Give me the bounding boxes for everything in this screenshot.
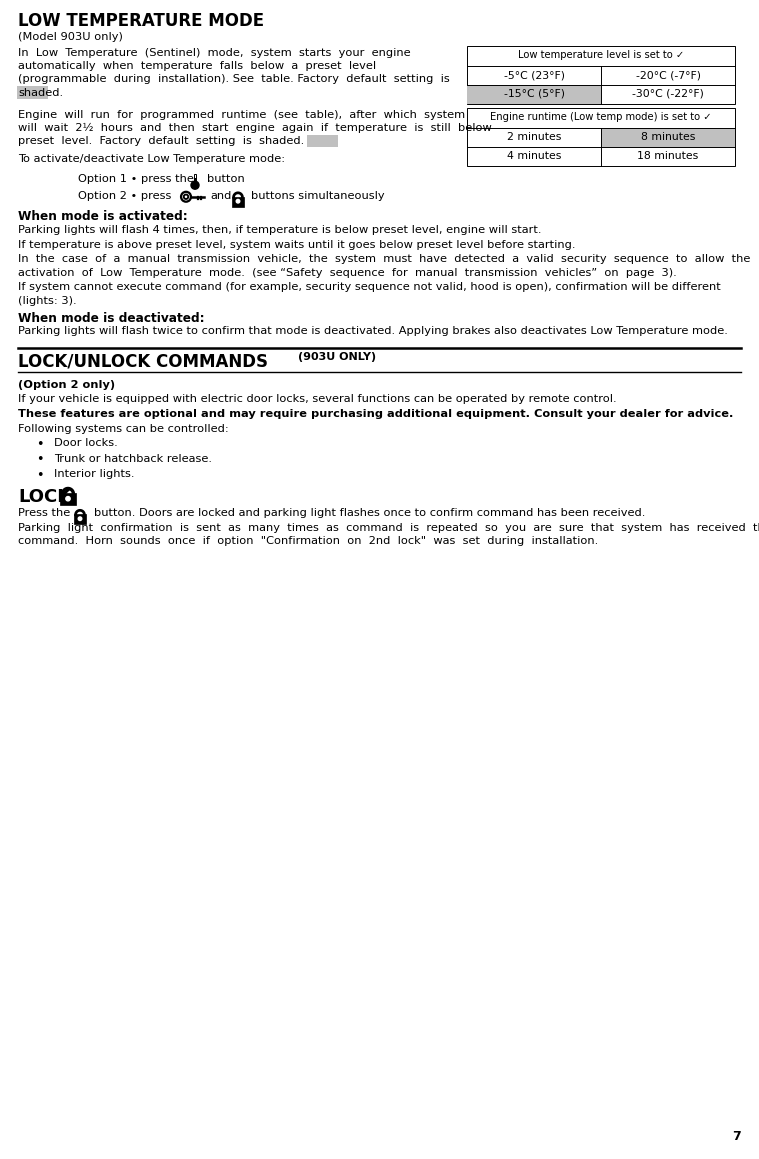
Text: button: button [207, 174, 244, 183]
Text: preset  level.  Factory  default  setting  is  shaded.: preset level. Factory default setting is… [18, 137, 304, 146]
Text: If system cannot execute command (for example, security sequence not valid, hood: If system cannot execute command (for ex… [18, 282, 721, 292]
Text: •: • [36, 438, 43, 451]
Text: (programmable  during  installation). See  table. Factory  default  setting  is: (programmable during installation). See … [18, 74, 450, 85]
Text: Door locks.: Door locks. [54, 438, 118, 449]
Text: -30°C (-22°F): -30°C (-22°F) [632, 89, 704, 99]
Circle shape [236, 199, 240, 203]
Text: 7: 7 [732, 1130, 741, 1143]
Bar [307, 134, 338, 147]
Bar [467, 108, 735, 166]
Circle shape [191, 181, 199, 189]
Bar [467, 45, 735, 103]
Text: 18 minutes: 18 minutes [638, 151, 698, 161]
Text: (lights: 3).: (lights: 3). [18, 296, 77, 306]
Text: -5°C (23°F): -5°C (23°F) [503, 70, 565, 80]
Text: To activate/deactivate Low Temperature mode:: To activate/deactivate Low Temperature m… [18, 154, 285, 165]
Circle shape [66, 496, 70, 501]
Text: Option 1 • press the: Option 1 • press the [78, 174, 194, 183]
Text: Parking lights will flash 4 times, then, if temperature is below preset level, e: Parking lights will flash 4 times, then,… [18, 225, 541, 235]
Text: and: and [210, 191, 231, 201]
Text: Engine runtime (Low temp mode) is set to ✓: Engine runtime (Low temp mode) is set to… [490, 112, 712, 123]
Text: When mode is activated:: When mode is activated: [18, 211, 187, 224]
Bar [74, 515, 87, 524]
Text: will  wait  2½  hours  and  then  start  engine  again  if  temperature  is  sti: will wait 2½ hours and then start engine… [18, 123, 492, 133]
Bar [60, 494, 76, 505]
Text: shaded.: shaded. [18, 88, 63, 99]
Bar [601, 127, 735, 146]
Text: When mode is deactivated:: When mode is deactivated: [18, 312, 205, 325]
Text: Engine  will  run  for  programmed  runtime  (see  table),  after  which  system: Engine will run for programmed runtime (… [18, 109, 465, 119]
Text: Parking  light  confirmation  is  sent  as  many  times  as  command  is  repeat: Parking light confirmation is sent as ma… [18, 523, 759, 533]
Text: Trunk or hatchback release.: Trunk or hatchback release. [54, 453, 212, 464]
Text: •: • [36, 469, 43, 482]
Text: automatically  when  temperature  falls  below  a  preset  level: automatically when temperature falls bel… [18, 61, 376, 71]
Text: If temperature is above preset level, system waits until it goes below preset le: If temperature is above preset level, sy… [18, 240, 575, 249]
Text: 2 minutes: 2 minutes [507, 132, 561, 143]
Text: Press the: Press the [18, 509, 71, 518]
Text: In  Low  Temperature  (Sentinel)  mode,  system  starts  your  engine: In Low Temperature (Sentinel) mode, syst… [18, 48, 411, 58]
Bar [231, 197, 244, 206]
Text: •: • [36, 453, 43, 467]
Text: 8 minutes: 8 minutes [641, 132, 695, 143]
Text: (Option 2 only): (Option 2 only) [18, 380, 115, 389]
Text: Parking lights will flash twice to confirm that mode is deactivated. Applying br: Parking lights will flash twice to confi… [18, 327, 728, 336]
Text: In  the  case  of  a  manual  transmission  vehicle,  the  system  must  have  d: In the case of a manual transmission veh… [18, 254, 751, 264]
Text: (Model 903U only): (Model 903U only) [18, 32, 123, 42]
Bar [194, 174, 196, 184]
Bar [17, 86, 48, 99]
Text: -15°C (5°F): -15°C (5°F) [503, 89, 565, 99]
Text: LOW TEMPERATURE MODE: LOW TEMPERATURE MODE [18, 12, 264, 30]
Text: 4 minutes: 4 minutes [507, 151, 561, 161]
Text: LOCK/UNLOCK COMMANDS: LOCK/UNLOCK COMMANDS [18, 353, 268, 371]
Bar [467, 85, 601, 103]
Bar [194, 178, 196, 184]
Text: activation  of  Low  Temperature  mode.  (see “Safety  sequence  for  manual  tr: activation of Low Temperature mode. (see… [18, 268, 677, 277]
Text: buttons simultaneously: buttons simultaneously [251, 191, 385, 201]
Circle shape [78, 517, 82, 520]
Text: -20°C (-7°F): -20°C (-7°F) [635, 70, 701, 80]
Text: button. Doors are locked and parking light flashes once to confirm command has b: button. Doors are locked and parking lig… [94, 509, 645, 518]
Text: LOCK: LOCK [18, 488, 71, 506]
Text: (903U ONLY): (903U ONLY) [298, 352, 376, 362]
Text: Option 2 • press: Option 2 • press [78, 191, 172, 201]
Text: Low temperature level is set to ✓: Low temperature level is set to ✓ [518, 51, 684, 60]
Text: These features are optional and may require purchasing additional equipment. Con: These features are optional and may requ… [18, 409, 733, 420]
Text: Interior lights.: Interior lights. [54, 469, 134, 479]
Text: Following systems can be controlled:: Following systems can be controlled: [18, 423, 228, 433]
Text: command.  Horn  sounds  once  if  option  "Confirmation  on  2nd  lock"  was  se: command. Horn sounds once if option "Con… [18, 537, 598, 547]
Text: If your vehicle is equipped with electric door locks, several functions can be o: If your vehicle is equipped with electri… [18, 394, 616, 404]
